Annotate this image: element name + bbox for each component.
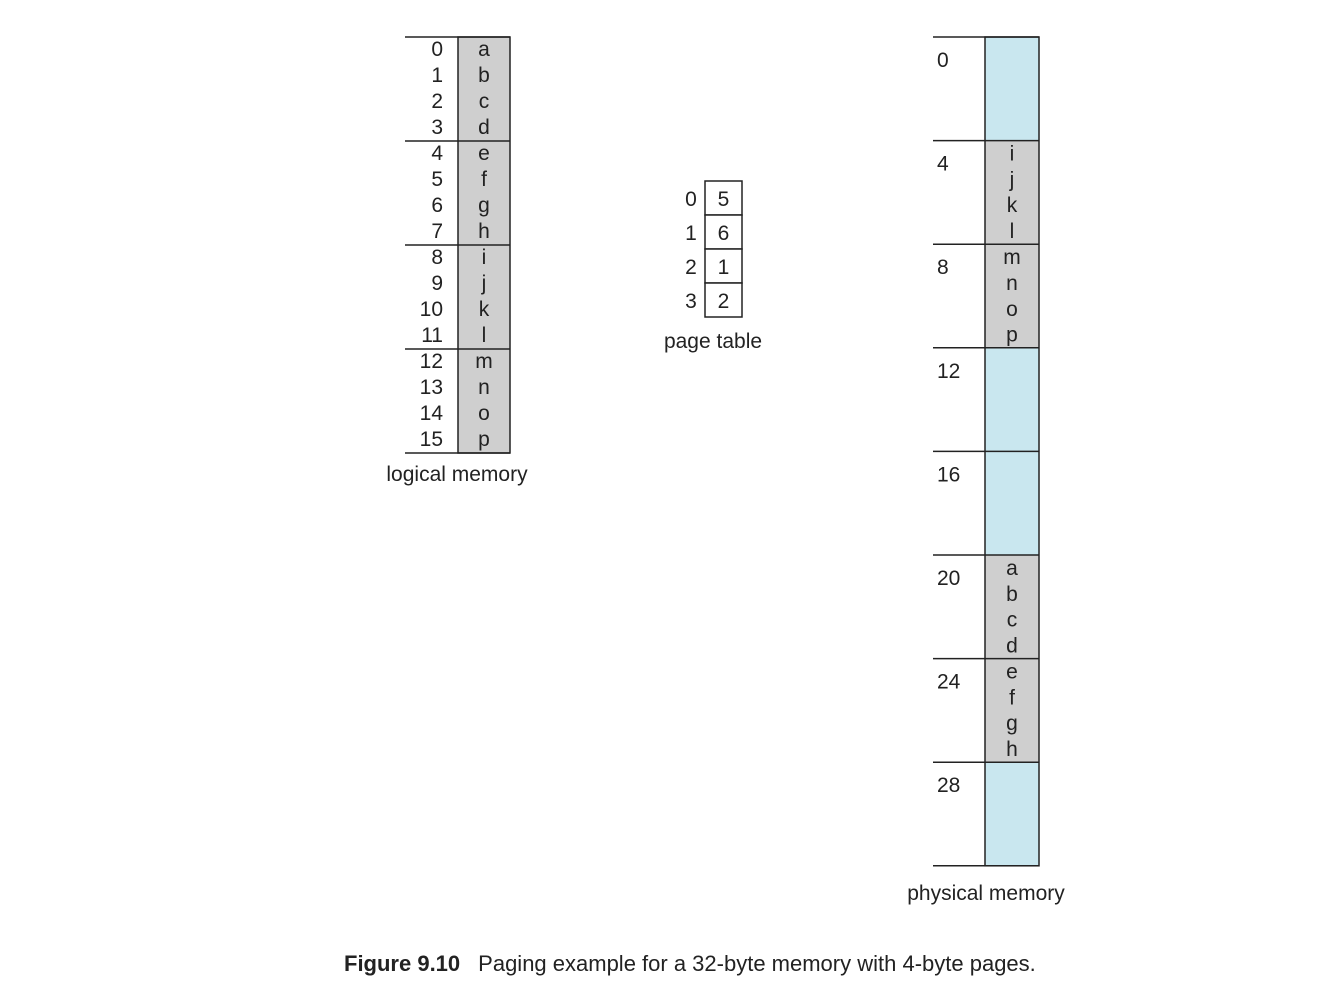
page-table-frame: 2	[718, 290, 730, 313]
logical-address: 6	[431, 194, 443, 217]
page-table-entry	[704, 214, 743, 250]
page-table-frame: 5	[718, 188, 730, 211]
physical-byte: k	[1007, 194, 1018, 217]
physical-byte: b	[1006, 583, 1018, 606]
logical-byte: p	[478, 428, 490, 451]
page-table-index: 1	[685, 222, 697, 245]
logical-address: 4	[431, 142, 443, 165]
physical-address: 8	[937, 256, 949, 279]
logical-byte: m	[475, 350, 493, 373]
logical-address: 1	[431, 64, 443, 87]
logical-memory: 0123456789101112131415abcdefghijklmnoplo…	[386, 36, 528, 486]
figure-caption-label: Figure 9.10	[344, 951, 461, 976]
physical-address: 12	[937, 360, 960, 383]
physical-address: 16	[937, 463, 960, 486]
logical-address: 12	[420, 350, 443, 373]
logical-byte: e	[478, 142, 490, 165]
physical-byte: m	[1003, 246, 1021, 269]
physical-byte: j	[1009, 168, 1015, 191]
page-table-frame: 6	[718, 222, 730, 245]
physical-byte: o	[1006, 298, 1018, 321]
physical-byte: f	[1009, 686, 1015, 709]
logical-byte: h	[478, 220, 490, 243]
figure-caption-text: Paging example for a 32-byte memory with…	[478, 951, 1036, 976]
physical-byte: c	[1007, 609, 1018, 632]
physical-frame-used	[985, 555, 1039, 659]
physical-byte: i	[1010, 143, 1015, 166]
logical-byte: i	[482, 246, 487, 269]
logical-byte: c	[479, 90, 490, 113]
logical-byte: d	[478, 116, 490, 139]
logical-memory-label: logical memory	[386, 463, 528, 486]
physical-frame-free	[985, 37, 1039, 141]
physical-frame-used	[985, 244, 1039, 348]
page-table-entry	[704, 282, 743, 318]
logical-byte: n	[478, 376, 490, 399]
physical-frame-used	[985, 140, 1039, 245]
logical-address: 11	[421, 324, 443, 347]
logical-byte: k	[479, 298, 490, 321]
logical-address: 14	[420, 402, 444, 425]
logical-address: 5	[431, 168, 443, 191]
logical-address: 9	[431, 272, 443, 295]
logical-address: 2	[431, 90, 443, 113]
logical-byte: o	[478, 402, 490, 425]
logical-byte: g	[478, 194, 490, 217]
physical-address: 4	[937, 153, 949, 176]
physical-byte: g	[1006, 712, 1018, 735]
physical-address: 20	[937, 567, 960, 590]
logical-address: 13	[420, 376, 443, 399]
logical-address: 8	[431, 246, 443, 269]
logical-byte: l	[482, 324, 487, 347]
logical-address: 15	[420, 428, 443, 451]
physical-address: 28	[937, 774, 960, 797]
physical-memory-label: physical memory	[907, 882, 1065, 905]
logical-address: 10	[420, 298, 443, 321]
page-table-label: page table	[664, 330, 762, 353]
logical-address: 3	[431, 116, 443, 139]
physical-byte: d	[1006, 634, 1018, 657]
logical-address: 0	[431, 38, 443, 61]
physical-byte: a	[1006, 557, 1018, 580]
physical-frame-used	[985, 658, 1039, 763]
logical-byte: f	[481, 168, 487, 191]
physical-frame-free	[985, 347, 1039, 452]
physical-byte: h	[1006, 738, 1018, 761]
physical-byte: n	[1006, 272, 1018, 295]
page-table-index: 0	[685, 188, 697, 211]
figure-caption: Figure 9.10 Paging example for a 32-byte …	[344, 951, 1036, 977]
physical-byte: e	[1006, 661, 1018, 684]
logical-byte: j	[481, 272, 487, 295]
page-table-index: 2	[685, 256, 697, 279]
page-table-entry	[704, 248, 743, 284]
logical-address: 7	[431, 220, 443, 243]
physical-frame-free	[985, 762, 1039, 866]
physical-frame-free	[985, 451, 1039, 555]
physical-byte: l	[1010, 220, 1015, 243]
logical-byte: a	[478, 38, 490, 61]
physical-address: 24	[937, 671, 961, 694]
page-table-index: 3	[685, 290, 697, 313]
logical-byte: b	[478, 64, 490, 87]
physical-address: 0	[937, 49, 949, 72]
physical-byte: p	[1006, 324, 1018, 347]
page-table-frame: 1	[718, 256, 730, 279]
